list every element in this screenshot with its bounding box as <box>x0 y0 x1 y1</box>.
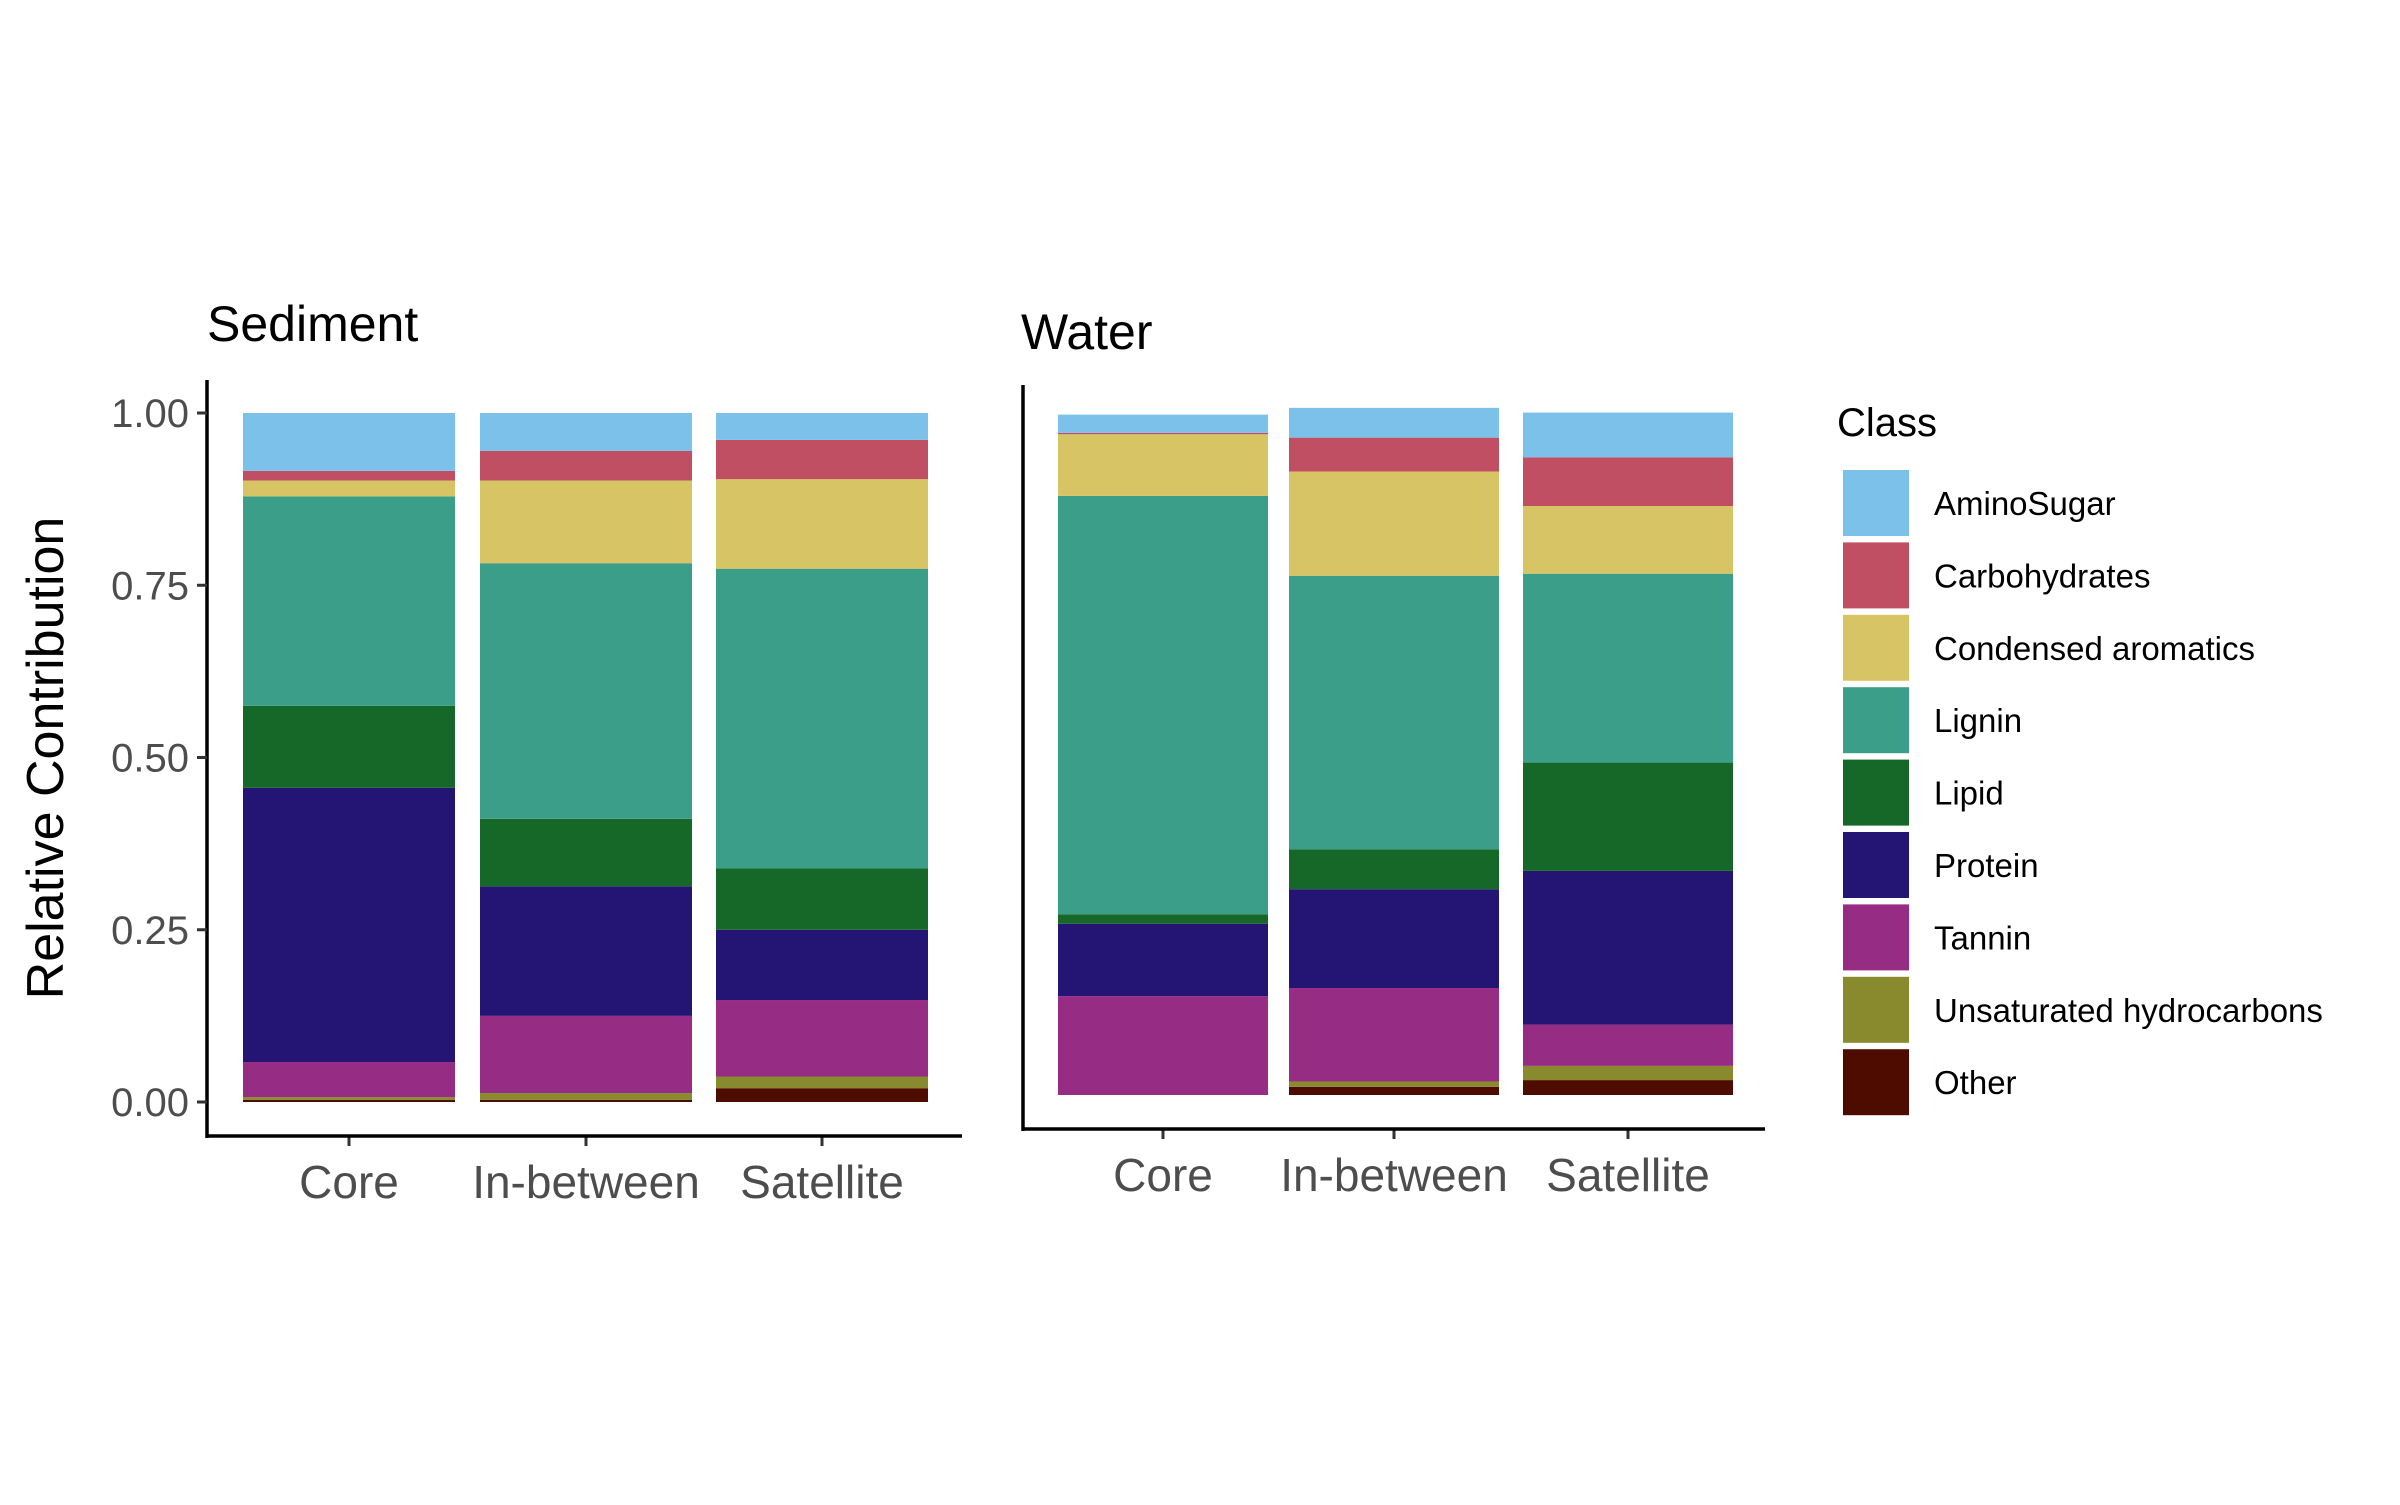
legend-key-other <box>1843 1049 1909 1116</box>
x-tick-label-water-core: Core <box>1113 1149 1213 1201</box>
bar-segment-sediment-in-between-protein <box>480 886 692 1016</box>
legend-key-lipid <box>1843 759 1909 826</box>
legend-key-unsaturated-hydrocarbons <box>1843 976 1909 1043</box>
bar-segment-water-core-lipid <box>1058 914 1268 924</box>
legend-label-tannin: Tannin <box>1934 919 2031 956</box>
y-tick-label-1.00: 1.00 <box>111 392 189 436</box>
legend-label-other: Other <box>1934 1064 2017 1101</box>
bar-segment-sediment-core-other <box>243 1099 455 1102</box>
legend-label-protein: Protein <box>1934 847 2039 884</box>
bar-segment-water-in-between-lipid <box>1289 849 1499 890</box>
bar-segment-water-satellite-protein <box>1523 870 1733 1025</box>
bar-segment-sediment-satellite-unsaturated-hydrocarbons <box>716 1076 928 1089</box>
bar-segment-water-core-tannin <box>1058 996 1268 1095</box>
bar-segment-sediment-satellite-protein <box>716 929 928 1001</box>
water-panel-title: Water <box>1021 304 1153 360</box>
legend: Class AminoSugar Carbohydrates Condensed ar… <box>1837 401 2323 1116</box>
legend-key-condensed-aromatics <box>1843 614 1909 681</box>
bar-segment-water-in-between-lignin <box>1289 575 1499 850</box>
legend-label-lignin: Lignin <box>1934 702 2022 739</box>
legend-key-carbohydrates <box>1843 542 1909 609</box>
bar-segment-water-core-protein <box>1058 923 1268 997</box>
bars-layer <box>243 407 1733 1102</box>
bar-segment-water-in-between-unsaturated-hydrocarbons <box>1289 1081 1499 1087</box>
bar-segment-water-in-between-tannin <box>1289 988 1499 1082</box>
legend-label-lipid: Lipid <box>1934 775 2004 812</box>
legend-key-protein <box>1843 832 1909 898</box>
bar-segment-water-satellite-condensed-aromatics <box>1523 506 1733 574</box>
bar-segment-sediment-satellite-condensed-aromatics <box>716 479 928 569</box>
bar-segment-water-core-aminosugar <box>1058 414 1268 433</box>
sediment-panel-title: Sediment <box>207 296 418 352</box>
bar-segment-sediment-core-lignin <box>243 496 455 706</box>
bar-segment-water-satellite-aminosugar <box>1523 412 1733 458</box>
bar-segment-sediment-core-unsaturated-hydrocarbons <box>243 1097 455 1100</box>
bar-segment-water-core-lignin <box>1058 495 1268 915</box>
legend-label-unsaturated-hydrocarbons: Unsaturated hydrocarbons <box>1934 992 2323 1029</box>
y-axis-title: Relative Contribution <box>17 517 75 1000</box>
bar-segment-water-in-between-condensed-aromatics <box>1289 471 1499 576</box>
x-tick-label-sediment-satellite: Satellite <box>740 1156 904 1208</box>
bar-segment-water-satellite-lignin <box>1523 573 1733 763</box>
bar-segment-water-satellite-other <box>1523 1080 1733 1095</box>
y-tick-label-0.25: 0.25 <box>111 909 189 953</box>
bar-segment-water-in-between-carbohydrates <box>1289 437 1499 472</box>
legend-key-lignin <box>1843 687 1909 754</box>
bar-segment-sediment-in-between-condensed-aromatics <box>480 480 692 564</box>
text-layer: Sediment Core In-between Satellite 0.00 0.25 0… <box>17 296 1710 1208</box>
bar-segment-sediment-core-aminosugar <box>243 413 455 471</box>
bar-segment-sediment-in-between-tannin <box>480 1015 692 1094</box>
bar-segment-water-in-between-aminosugar <box>1289 407 1499 438</box>
bar-segment-water-in-between-protein <box>1289 889 1499 989</box>
bar-segment-sediment-core-tannin <box>243 1062 455 1098</box>
x-tick-label-sediment-core: Core <box>299 1156 399 1208</box>
y-tick-label-0.00: 0.00 <box>111 1081 189 1125</box>
bar-segment-sediment-in-between-carbohydrates <box>480 450 692 481</box>
y-tick-label-0.75: 0.75 <box>111 564 189 608</box>
bar-segment-sediment-in-between-unsaturated-hydrocarbons <box>480 1093 692 1100</box>
legend-label-condensed-aromatics: Condensed aromatics <box>1934 630 2255 667</box>
bar-segment-sediment-in-between-lipid <box>480 818 692 887</box>
bar-segment-water-core-carbohydrates <box>1058 432 1268 435</box>
bar-segment-sediment-core-carbohydrates <box>243 470 455 481</box>
bar-segment-sediment-in-between-lignin <box>480 563 692 819</box>
bar-segment-sediment-in-between-other <box>480 1099 692 1102</box>
bar-segment-sediment-satellite-lipid <box>716 868 928 930</box>
bar-segment-water-satellite-carbohydrates <box>1523 457 1733 507</box>
legend-key-tannin <box>1843 904 1909 971</box>
bar-segment-water-core-condensed-aromatics <box>1058 434 1268 496</box>
x-tick-label-water-satellite: Satellite <box>1546 1149 1710 1201</box>
bar-segment-sediment-core-protein <box>243 787 455 1063</box>
bar-segment-sediment-satellite-aminosugar <box>716 413 928 440</box>
legend-label-carbohydrates: Carbohydrates <box>1934 557 2150 594</box>
x-tick-label-sediment-in-between: In-between <box>472 1156 700 1208</box>
bar-segment-water-satellite-tannin <box>1523 1024 1733 1066</box>
bar-segment-sediment-satellite-carbohydrates <box>716 439 928 480</box>
bar-segment-sediment-satellite-lignin <box>716 568 928 869</box>
bar-segment-sediment-satellite-other <box>716 1088 928 1102</box>
legend-key-aminosugar <box>1843 470 1909 536</box>
bar-segment-sediment-core-lipid <box>243 705 455 788</box>
x-tick-label-water-in-between: In-between <box>1280 1149 1508 1201</box>
bar-segment-water-satellite-lipid <box>1523 762 1733 871</box>
bar-segment-sediment-satellite-tannin <box>716 1000 928 1077</box>
y-tick-label-0.50: 0.50 <box>111 737 189 781</box>
legend-title: Class <box>1837 401 1937 445</box>
bar-segment-sediment-in-between-aminosugar <box>480 413 692 451</box>
legend-label-aminosugar: AminoSugar <box>1934 485 2116 522</box>
bar-segment-sediment-core-condensed-aromatics <box>243 480 455 497</box>
bar-segment-water-satellite-unsaturated-hydrocarbons <box>1523 1065 1733 1081</box>
bar-segment-water-in-between-other <box>1289 1086 1499 1095</box>
axes-layer <box>197 380 1765 1146</box>
